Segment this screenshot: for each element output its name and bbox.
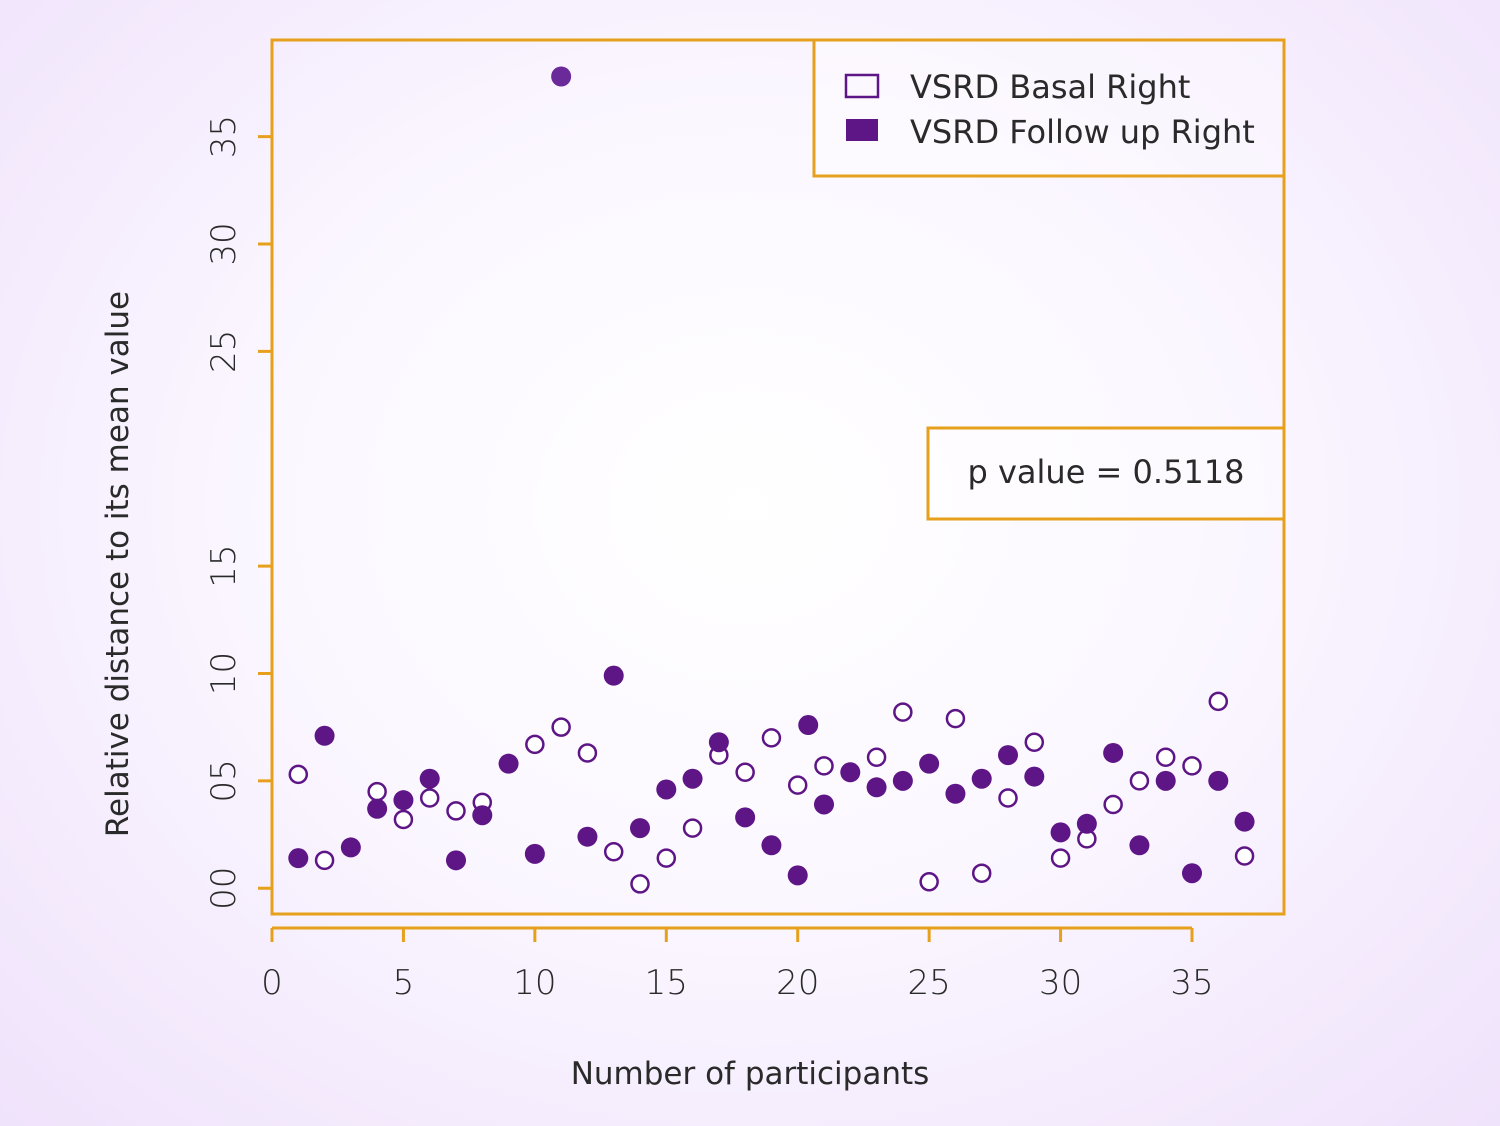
followup-point: [419, 768, 440, 789]
basal-point: [419, 788, 440, 808]
followup-point: [340, 837, 361, 858]
followup-point: [735, 807, 756, 828]
basal-point: [393, 809, 414, 830]
basal-point: [525, 734, 545, 755]
followup-point: [1129, 835, 1150, 856]
followup-point: [577, 826, 598, 847]
legend-swatch-followup: [846, 119, 878, 141]
x-tick-label: 20: [776, 963, 819, 1003]
followup-point: [393, 790, 414, 811]
x-tick-label: 15: [645, 963, 688, 1003]
followup-point: [708, 732, 729, 753]
followup-point: [840, 762, 861, 783]
legend-box: [812, 38, 1286, 178]
basal-point: [603, 841, 624, 862]
legend-label-basal: VSRD Basal Right: [910, 68, 1190, 106]
followup-point: [1024, 766, 1045, 787]
followup-point: [971, 768, 992, 789]
basal-point: [1103, 794, 1123, 815]
y-tick-label: 35: [204, 115, 244, 158]
y-tick-label: 30: [204, 222, 244, 265]
legend: VSRD Basal Right VSRD Follow up Right: [812, 38, 1286, 178]
basal-point: [919, 872, 939, 892]
followup-point: [919, 753, 940, 774]
followup-point: [787, 865, 808, 886]
basal-point: [288, 764, 309, 785]
legend-label-followup: VSRD Follow up Right: [910, 113, 1255, 151]
x-tick-label: 10: [513, 963, 556, 1003]
basal-point: [446, 801, 466, 821]
followup-point: [814, 794, 834, 815]
y-axis-title: Relative distance to its mean value: [100, 291, 136, 837]
followup-point: [892, 770, 913, 791]
x-axis-title: Number of participants: [571, 1056, 930, 1092]
p-value-frame: [926, 426, 1286, 521]
basal-point: [577, 743, 598, 763]
basal-point: [1050, 848, 1071, 868]
basal-point: [551, 717, 571, 737]
p-value-text: p value = 0.5118: [967, 453, 1244, 491]
followup-point: [998, 745, 1018, 766]
followup-point: [498, 753, 519, 774]
basal-point: [735, 762, 755, 783]
legend-swatch-basal: [844, 73, 880, 99]
data-points: [288, 66, 1255, 894]
followup-point: [1208, 770, 1229, 791]
basal-point: [866, 747, 887, 767]
basal-point: [814, 756, 834, 776]
x-tick-label: 5: [393, 963, 415, 1003]
y-tick-label: 05: [204, 759, 244, 802]
followup-point: [630, 818, 650, 839]
x-axis: 0 5 10 15 20 25 30 35: [261, 926, 1214, 1003]
followup-point: [866, 777, 887, 798]
followup-point: [656, 779, 677, 800]
x-tick-label: 35: [1170, 963, 1213, 1003]
basal-point: [1208, 691, 1229, 712]
followup-point: [367, 798, 388, 819]
basal-point: [1024, 732, 1045, 752]
basal-point: [998, 788, 1018, 808]
basal-point: [1182, 756, 1202, 776]
followup-point: [1103, 742, 1124, 763]
x-tick-label: 0: [261, 963, 283, 1003]
basal-point: [787, 775, 808, 795]
basal-point: [971, 863, 992, 883]
basal-point: [367, 781, 387, 802]
followup-point: [314, 725, 335, 746]
followup-point: [1182, 863, 1202, 884]
y-axis: 00 05 10 15 25 30 35: [204, 115, 272, 910]
followup-point: [551, 66, 572, 87]
followup-point: [761, 835, 782, 856]
followup-point: [945, 783, 966, 804]
followup-point: [288, 848, 309, 869]
basal-point: [682, 818, 703, 838]
followup-point: [603, 665, 624, 686]
y-tick-label: 25: [204, 330, 244, 373]
followup-point: [446, 850, 466, 871]
basal-point: [1234, 846, 1255, 866]
y-tick-label: 15: [204, 544, 244, 587]
basal-point: [1155, 747, 1176, 767]
x-tick-label: 30: [1039, 963, 1082, 1003]
basal-point: [893, 702, 913, 722]
basal-point: [945, 708, 966, 729]
x-tick-label: 25: [908, 963, 951, 1003]
followup-point: [1234, 811, 1255, 832]
basal-point: [314, 850, 335, 871]
followup-point: [524, 843, 545, 864]
basal-point: [1129, 771, 1150, 791]
basal-point: [656, 848, 677, 868]
followup-point: [472, 805, 493, 826]
followup-point: [798, 715, 819, 736]
y-tick-label: 00: [204, 867, 244, 910]
followup-point: [1155, 770, 1176, 791]
followup-point: [682, 768, 703, 789]
y-tick-label: 10: [204, 652, 244, 695]
followup-point: [1076, 813, 1097, 834]
p-value-box: p value = 0.5118: [926, 426, 1286, 521]
followup-point: [1050, 822, 1071, 843]
basal-point: [630, 874, 650, 894]
basal-point: [761, 728, 782, 748]
